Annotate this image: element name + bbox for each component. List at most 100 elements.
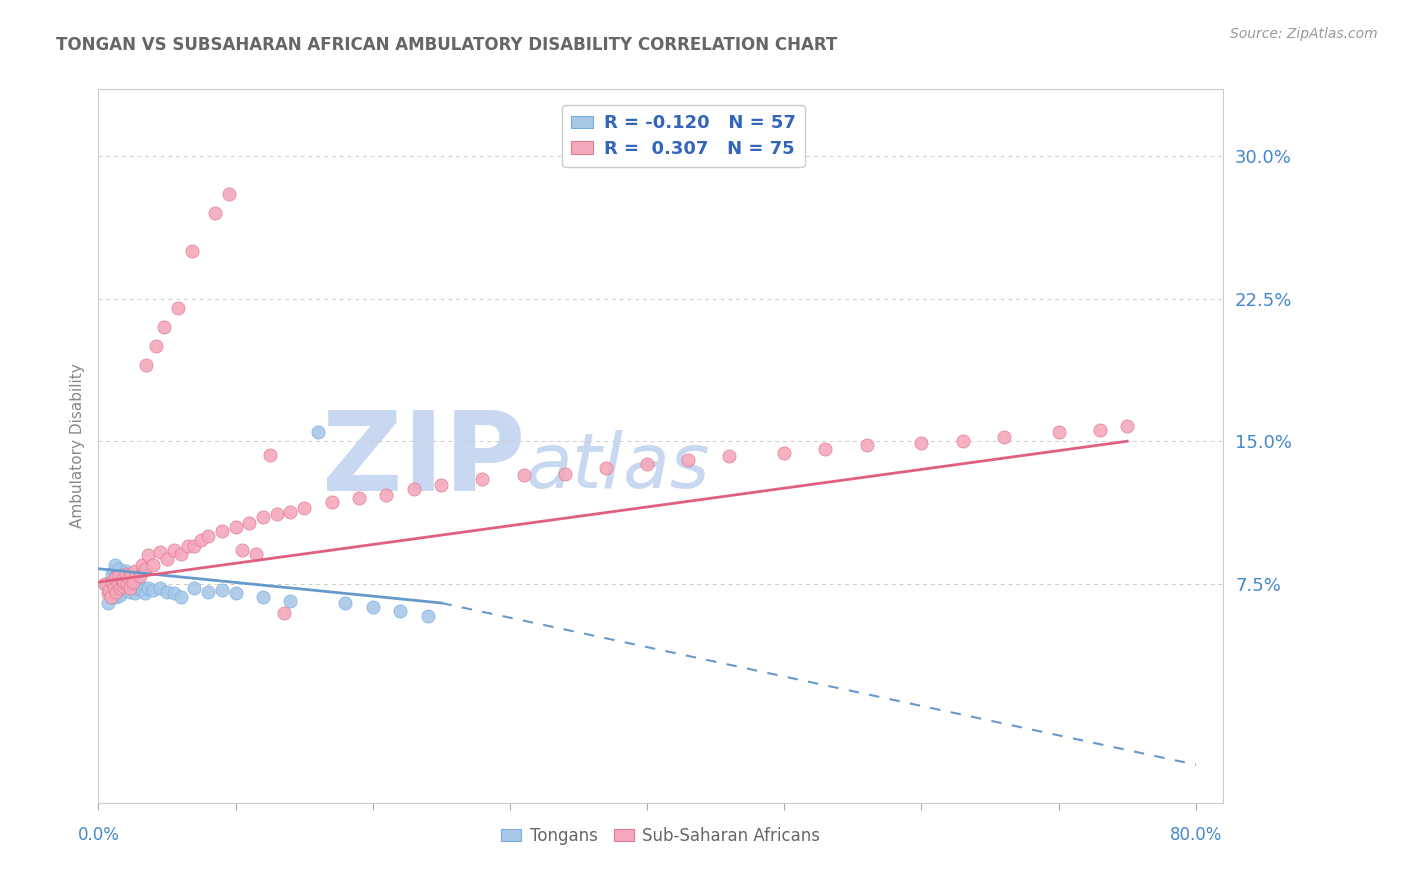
Point: [595, 461, 617, 475]
Point: [104, 582, 127, 597]
Point: [430, 478, 453, 492]
Point: [104, 558, 127, 572]
Point: [104, 571, 127, 585]
Point: [238, 516, 260, 530]
Point: [115, 579, 138, 593]
Point: [115, 571, 138, 585]
Point: [952, 434, 974, 449]
Point: [136, 549, 159, 563]
Point: [115, 567, 138, 582]
Point: [114, 575, 136, 590]
Point: [416, 609, 439, 624]
Point: [142, 558, 165, 572]
Point: [104, 571, 127, 585]
Point: [105, 569, 128, 583]
Point: [98, 582, 121, 597]
Point: [280, 594, 302, 608]
Point: [910, 436, 932, 450]
Point: [97, 596, 120, 610]
Point: [136, 581, 159, 595]
Point: [347, 491, 370, 506]
Point: [1047, 425, 1070, 439]
Point: [197, 584, 219, 599]
Point: [156, 552, 179, 566]
Point: [112, 579, 135, 593]
Point: [252, 510, 274, 524]
Point: [149, 544, 172, 558]
Point: [280, 505, 302, 519]
Point: [115, 577, 138, 591]
Point: [142, 582, 165, 597]
Point: [225, 586, 247, 600]
Point: [121, 575, 143, 590]
Point: [225, 520, 247, 534]
Point: [190, 533, 212, 548]
Point: [94, 577, 117, 591]
Point: [124, 564, 146, 578]
Y-axis label: Ambulatory Disability: Ambulatory Disability: [69, 364, 84, 528]
Point: [273, 606, 295, 620]
Point: [335, 596, 357, 610]
Point: [117, 571, 139, 585]
Point: [361, 599, 384, 614]
Point: [94, 577, 117, 591]
Point: [134, 586, 156, 600]
Point: [167, 301, 190, 315]
Point: [145, 339, 167, 353]
Point: [170, 591, 193, 605]
Point: [149, 581, 172, 595]
Point: [163, 542, 186, 557]
Point: [110, 588, 132, 602]
Point: [153, 320, 176, 334]
Point: [814, 442, 837, 456]
Point: [118, 584, 141, 599]
Point: [114, 567, 136, 582]
Point: [252, 591, 274, 605]
Text: 0.0%: 0.0%: [77, 826, 120, 844]
Point: [105, 584, 128, 599]
Point: [101, 567, 124, 582]
Point: [120, 577, 142, 591]
Text: 80.0%: 80.0%: [1170, 826, 1222, 844]
Point: [402, 482, 425, 496]
Point: [115, 575, 138, 590]
Point: [180, 244, 202, 258]
Point: [993, 430, 1015, 444]
Point: [1116, 419, 1139, 434]
Point: [321, 495, 343, 509]
Point: [128, 569, 150, 583]
Point: [105, 591, 128, 605]
Point: [110, 581, 132, 595]
Point: [101, 591, 124, 605]
Text: atlas: atlas: [526, 431, 710, 504]
Point: [471, 472, 494, 486]
Point: [121, 569, 143, 583]
Point: [197, 529, 219, 543]
Point: [118, 581, 141, 595]
Point: [108, 569, 131, 583]
Point: [103, 581, 125, 595]
Point: [678, 453, 700, 467]
Point: [292, 500, 315, 515]
Point: [266, 507, 288, 521]
Point: [101, 575, 124, 590]
Text: ZIP: ZIP: [322, 407, 526, 514]
Point: [107, 566, 129, 580]
Point: [115, 564, 138, 578]
Point: [101, 581, 124, 595]
Point: [773, 445, 796, 459]
Point: [718, 450, 741, 464]
Point: [259, 448, 281, 462]
Point: [218, 186, 240, 201]
Point: [135, 358, 157, 372]
Point: [111, 581, 134, 595]
Point: [107, 577, 129, 591]
Point: [108, 586, 131, 600]
Point: [111, 571, 134, 585]
Point: [211, 582, 233, 597]
Point: [183, 581, 205, 595]
Point: [100, 582, 122, 597]
Point: [111, 573, 134, 587]
Text: TONGAN VS SUBSAHARAN AFRICAN AMBULATORY DISABILITY CORRELATION CHART: TONGAN VS SUBSAHARAN AFRICAN AMBULATORY …: [56, 36, 838, 54]
Point: [107, 579, 129, 593]
